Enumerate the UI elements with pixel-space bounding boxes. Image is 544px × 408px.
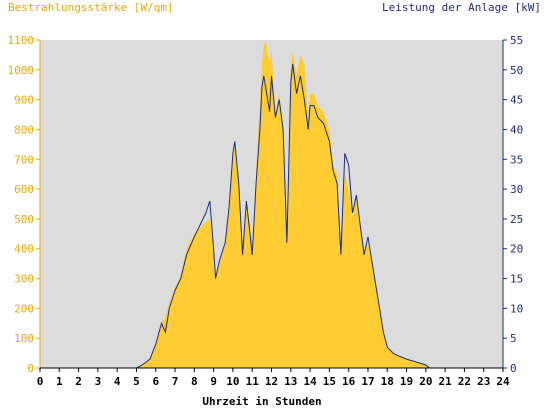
right-tick-label: 15 [510, 273, 523, 286]
x-tick-label: 9 [210, 375, 217, 388]
right-tick-label: 35 [510, 153, 523, 166]
x-tick-label: 22 [458, 375, 471, 388]
right-tick-label: 50 [510, 64, 523, 77]
left-tick-label: 600 [14, 183, 34, 196]
right-tick-label: 25 [510, 213, 523, 226]
x-tick-label: 0 [37, 375, 44, 388]
x-tick-label: 15 [323, 375, 336, 388]
irradiance-area [40, 40, 503, 368]
left-tick-label: 800 [14, 123, 34, 136]
x-tick-label: 6 [152, 375, 159, 388]
left-tick-label: 1100 [8, 34, 35, 47]
x-tick-label: 14 [303, 375, 317, 388]
right-tick-label: 20 [510, 243, 523, 256]
right-tick-label: 55 [510, 34, 523, 47]
x-tick-label: 21 [439, 375, 453, 388]
left-tick-label: 100 [14, 332, 34, 345]
x-tick-label: 17 [361, 375, 374, 388]
left-tick-label: 700 [14, 153, 34, 166]
left-tick-label: 400 [14, 243, 34, 256]
left-tick-label: 300 [14, 273, 34, 286]
x-tick-label: 24 [496, 375, 510, 388]
left-tick-label: 200 [14, 302, 34, 315]
left-tick-label: 0 [27, 362, 34, 375]
right-tick-label: 10 [510, 302, 523, 315]
x-tick-label: 19 [400, 375, 413, 388]
x-tick-label: 1 [56, 375, 63, 388]
right-tick-label: 40 [510, 123, 523, 136]
x-tick-label: 2 [75, 375, 82, 388]
x-tick-label: 8 [191, 375, 198, 388]
x-tick-label: 16 [342, 375, 356, 388]
right-tick-label: 45 [510, 94, 523, 107]
right-tick-label: 30 [510, 183, 523, 196]
left-axis-label: Bestrahlungsstärke [W/qm] [8, 1, 174, 14]
power-line [40, 63, 503, 369]
x-tick-label: 23 [477, 375, 490, 388]
x-axis-label: Uhrzeit in Stunden [202, 395, 321, 408]
x-tick-label: 10 [226, 375, 239, 388]
left-tick-label: 1000 [8, 64, 35, 77]
x-tick-label: 3 [95, 375, 102, 388]
x-tick-label: 5 [133, 375, 140, 388]
left-tick-label: 500 [14, 213, 34, 226]
x-tick-label: 7 [172, 375, 179, 388]
x-tick-label: 11 [246, 375, 260, 388]
x-tick-label: 18 [381, 375, 394, 388]
right-tick-label: 5 [510, 332, 517, 345]
x-tick-label: 13 [284, 375, 297, 388]
right-axis-label: Leistung der Anlage [kW] [382, 1, 541, 14]
right-tick-label: 0 [510, 362, 517, 375]
left-tick-label: 900 [14, 94, 34, 107]
x-tick-label: 20 [419, 375, 432, 388]
x-tick-label: 4 [114, 375, 121, 388]
x-tick-label: 12 [265, 375, 278, 388]
